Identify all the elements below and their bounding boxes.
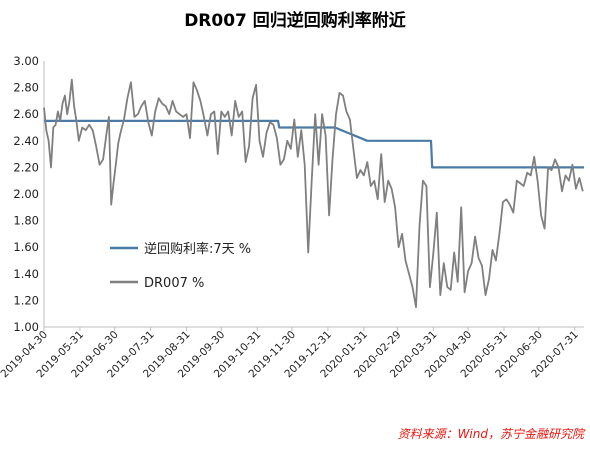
source-note: 资料来源：Wind，苏宁金融研究院 [397, 427, 584, 441]
y-tick-label: 1.00 [13, 320, 39, 334]
x-axis: 2019-04-302019-05-312019-06-302019-07-31… [0, 326, 584, 380]
legend: 逆回购利率:7天 % DR007 % [110, 241, 251, 291]
y-tick-label: 2.60 [13, 107, 39, 121]
legend-label: DR007 % [144, 276, 204, 291]
legend-label: 逆回购利率:7天 % [144, 241, 251, 257]
y-tick-label: 2.40 [13, 134, 39, 148]
y-tick-label: 1.60 [13, 240, 39, 254]
y-axis: 1.00 1.20 1.40 1.60 1.80 2.00 2.20 2.40 2.60 2.80… [13, 54, 45, 334]
series-line-dr007 [43, 78, 584, 308]
y-tick-label: 3.00 [13, 54, 39, 68]
y-tick-label: 2.00 [13, 187, 39, 201]
series-layer [43, 78, 584, 308]
chart-title: DR007 回归逆回购利率附近 [184, 11, 406, 31]
y-tick-label: 2.20 [13, 160, 39, 174]
y-tick-label: 2.80 [13, 81, 39, 95]
y-tick-label: 1.40 [13, 267, 39, 281]
y-tick-label: 1.20 [13, 293, 39, 307]
y-tick-label: 1.80 [13, 214, 39, 228]
